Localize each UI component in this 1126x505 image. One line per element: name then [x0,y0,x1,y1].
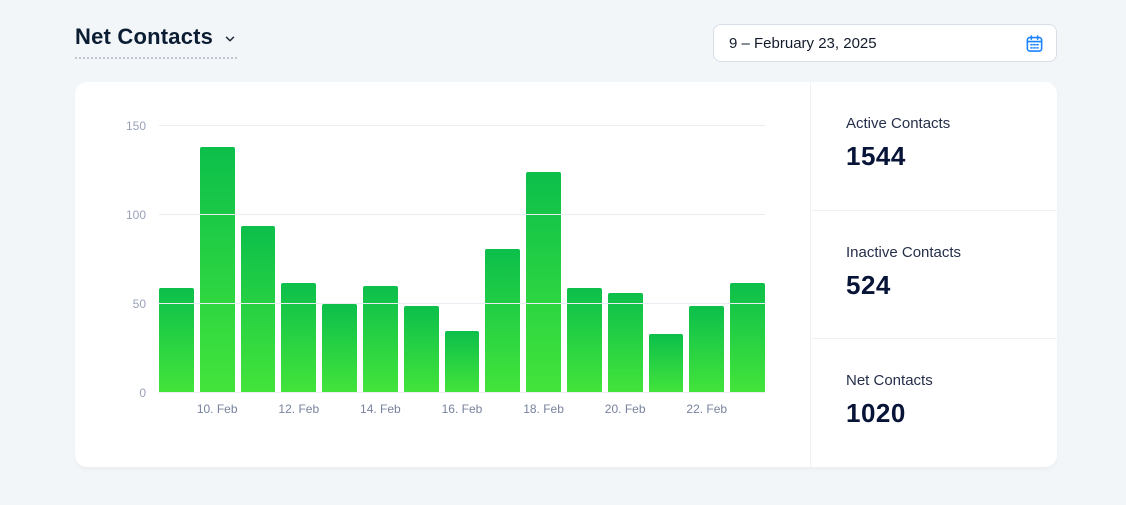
bar [199,147,235,393]
x-axis-tick-label: 20. Feb [604,402,646,416]
bar [444,330,480,393]
x-axis-tick-label: 22. Feb [686,402,728,416]
page-title: Net Contacts [75,24,214,49]
bars: 10. Feb 12. Feb 14. Feb 16. Feb 18. Feb 20. F… [159,126,765,416]
dashboard-page: Net Contacts 9 – February 23, 2025 [75,24,1057,467]
bar [403,305,439,393]
stat-label: Inactive Contacts [846,243,962,261]
bar-column: 22. Feb [686,126,727,416]
x-axis-tick-label: 16. Feb [441,402,483,416]
title-dropdown[interactable]: Net Contacts [75,24,238,59]
bar-column [240,126,276,393]
bar [362,286,398,393]
bar-column: 16. Feb [442,126,482,416]
bar-column: 12. Feb [278,126,319,416]
bar [240,225,276,393]
gridline [159,125,765,126]
net-contacts-card: 0 50 100 150 10. Feb 12. Feb 14. Feb 16. Feb 18… [75,82,1057,467]
stat-value: 1020 [846,398,906,429]
y-axis-tick-label: 50 [132,297,146,311]
stat-active-contacts: Active Contacts 1544 [811,82,1057,210]
gridline [159,392,765,393]
gridline [159,214,765,215]
bar-column [322,126,357,393]
bar [526,172,561,393]
bar [730,282,765,393]
plot-area: 10. Feb 12. Feb 14. Feb 16. Feb 18. Feb 20. F… [159,125,765,416]
chevron-down-icon [223,32,237,46]
bar-chart: 0 50 100 150 10. Feb 12. Feb 14. Feb 16. Feb 18… [75,82,810,467]
bar [689,305,725,393]
bar [607,293,643,393]
y-axis-tick-label: 150 [125,119,146,133]
stat-value: 524 [846,269,891,300]
y-axis: 0 50 100 150 [120,120,146,399]
bar-column [159,126,194,393]
stat-value: 1544 [846,141,906,171]
stat-label: Net Contacts [846,372,933,390]
date-range-picker[interactable]: 9 – February 23, 2025 [713,24,1057,62]
bar-column [648,126,684,393]
bar-column [403,126,439,393]
gridline [159,303,765,304]
bar [485,248,521,393]
y-axis-tick-label: 100 [125,208,146,222]
bar [322,304,357,393]
x-axis-tick-label: 18. Feb [523,402,564,416]
bar-column: 14. Feb [360,126,401,416]
bar-column [730,126,765,393]
stats-panel: Active Contacts 1544 Inactive Contacts 5… [810,82,1057,467]
bar [566,287,602,393]
bar [281,282,317,393]
date-range-value: 9 – February 23, 2025 [729,34,877,52]
bar [648,334,684,393]
bar [159,287,194,393]
stat-inactive-contacts: Inactive Contacts 524 [811,209,1057,339]
calendar-icon[interactable] [1025,34,1044,53]
stat-net-contacts: Net Contacts 1020 [811,338,1057,467]
y-axis-tick-label: 0 [139,386,146,400]
bar-column: 10. Feb [197,126,238,416]
bar-column [566,126,602,393]
stat-label: Active Contacts [846,115,951,132]
bar-column [485,126,521,393]
x-axis-tick-label: 12. Feb [278,402,320,416]
x-axis-tick-label: 10. Feb [196,402,238,416]
x-axis-tick-label: 14. Feb [360,402,401,416]
bar-column: 20. Feb [605,126,646,416]
bar-column: 18. Feb [523,126,564,416]
header: Net Contacts 9 – February 23, 2025 [75,24,1057,82]
